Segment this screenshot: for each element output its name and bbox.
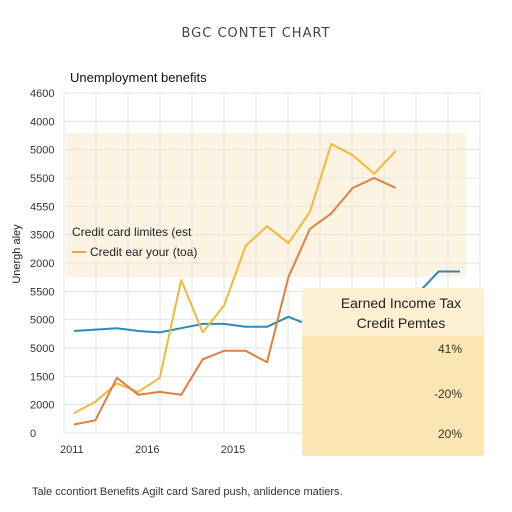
y-tick-label: 5500 bbox=[30, 286, 54, 298]
callout-header bbox=[302, 288, 484, 336]
y-tick-label: 1500 bbox=[30, 371, 54, 383]
series-line-2 bbox=[73, 143, 397, 415]
callout-value: -20% bbox=[434, 387, 462, 401]
x-tick-label: 2015 bbox=[221, 444, 245, 456]
x-tick-label: 2016 bbox=[135, 444, 159, 456]
callout-title-line1: Earned Income Tax bbox=[341, 295, 461, 311]
chart-subtitle: Unemployment benefits bbox=[70, 70, 207, 85]
y-axis-ticks: 4600 4000 5000 5500 4550 3500 2000 5500 5000 5000… bbox=[30, 88, 54, 440]
legend-item-1: Credit card limites (est bbox=[72, 225, 192, 239]
footnote: Tale ccontiort Benefits Agilt card Sared… bbox=[32, 486, 343, 498]
x-axis-ticks: 2011201620152022 bbox=[60, 444, 331, 456]
shaded-area bbox=[66, 132, 466, 278]
callout-value: 41% bbox=[438, 342, 462, 356]
callout-box: Earned Income Tax Credit Pemtes 41% -20% 20% bbox=[302, 288, 484, 456]
y-tick-label: 0 bbox=[30, 428, 36, 440]
x-tick-label: 2011 bbox=[60, 444, 84, 456]
series-line-3 bbox=[73, 177, 397, 426]
y-tick-label: 4600 bbox=[30, 88, 54, 100]
y-tick-label: 5000 bbox=[30, 145, 54, 157]
callout-value: 20% bbox=[438, 427, 462, 441]
y-tick-label: 4550 bbox=[30, 201, 54, 213]
legend-item-2: Credit ear your (toa) bbox=[90, 245, 197, 259]
callout-title-line2: Credit Pemtes bbox=[357, 315, 446, 331]
y-tick-label: 2000 bbox=[30, 258, 54, 270]
legend: Credit card limites (est Credit ear your … bbox=[72, 225, 197, 259]
chart-title: BGC CONTET CHART bbox=[181, 26, 331, 41]
y-tick-label: 5500 bbox=[30, 173, 54, 185]
y-tick-label: 3500 bbox=[30, 230, 54, 242]
gridlines bbox=[63, 92, 481, 434]
y-tick-label: 4000 bbox=[30, 116, 54, 128]
y-tick-label: 5000 bbox=[30, 315, 54, 327]
y-tick-label: 2000 bbox=[30, 400, 54, 412]
y-tick-label: 5000 bbox=[30, 343, 54, 355]
